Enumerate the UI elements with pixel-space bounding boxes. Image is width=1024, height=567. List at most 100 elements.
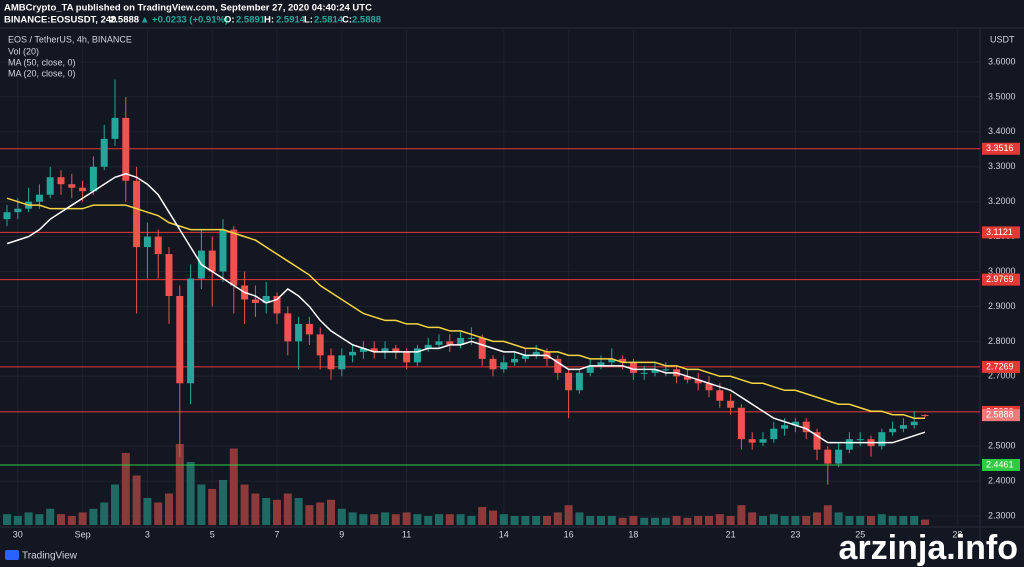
volume-bar [165, 493, 173, 525]
x-tick-label: 28 [952, 529, 962, 539]
candle-body [899, 425, 907, 429]
candle-body [284, 313, 292, 342]
volume-bar [651, 517, 659, 525]
candle-body [727, 400, 735, 408]
last: 2.5888 [110, 15, 139, 26]
candle-body [122, 117, 130, 181]
level-tag [982, 458, 1020, 471]
volume-bar [57, 514, 65, 525]
volume-bar [305, 505, 314, 525]
level-tag [982, 226, 1020, 239]
candle-body [338, 355, 346, 370]
volume-bar [737, 505, 746, 525]
x-tick-label: 25 [855, 529, 865, 539]
candle-body [262, 295, 270, 303]
volume-bar [89, 508, 98, 525]
candle-body [187, 278, 195, 384]
level-tag [982, 360, 1020, 373]
candle-body [575, 372, 583, 391]
candle-body [856, 439, 864, 441]
volume-bar [294, 498, 303, 525]
candle-body [3, 212, 11, 220]
volume-bar [489, 510, 497, 525]
x-tick-label: 3 [145, 529, 150, 539]
volume-bar [262, 498, 271, 525]
x-tick-label: 30 [13, 529, 23, 539]
volume-bar [586, 516, 595, 525]
candle-body [446, 341, 454, 345]
volume-bar [813, 512, 821, 525]
y-tick-label: 3.5000 [988, 91, 1016, 101]
y-tick-label: 2.7000 [988, 371, 1016, 381]
volume-bar [564, 505, 573, 525]
ma-line [6, 172, 926, 444]
level-label: 3.1121 [986, 227, 1013, 237]
volume-bar [607, 516, 616, 525]
level-label: 2.7269 [986, 361, 1014, 371]
volume-bar [834, 512, 843, 525]
volume-bar [445, 514, 454, 525]
candle-body [230, 229, 238, 286]
volume-bar [121, 453, 130, 525]
candle-body [413, 348, 421, 363]
volume-bar [456, 514, 465, 525]
candle-body [845, 439, 853, 450]
candle-body [662, 369, 670, 371]
volume-bar [575, 512, 584, 525]
legend-ma50: MA (50, close, 0) [8, 57, 76, 67]
candle-body [381, 348, 389, 352]
volume-bar [521, 516, 530, 525]
candle-body [305, 323, 313, 335]
level-label: 3.3516 [986, 143, 1014, 153]
candle-body [489, 358, 497, 370]
volume-bar [791, 516, 800, 525]
volume-bar [381, 512, 389, 525]
candle-body [46, 177, 54, 195]
c-label: C: [342, 15, 352, 26]
x-tick-label: 9 [339, 529, 344, 539]
volume-bar [597, 516, 605, 525]
h-label: H: [264, 15, 274, 26]
y-tick-label: 2.5000 [988, 441, 1016, 451]
y-tick-label: 2.3000 [988, 510, 1016, 520]
x-tick-label: 23 [790, 529, 800, 539]
candle-body [554, 358, 562, 373]
candle-body [424, 344, 432, 349]
candle-body [208, 250, 216, 272]
change: ▲ +0.0233 (+0.91%) [140, 15, 228, 26]
volume-bar [154, 502, 163, 525]
candle-body [295, 323, 303, 342]
x-tick-label: 14 [499, 529, 509, 539]
x-tick-label: 7 [274, 529, 279, 539]
volume-bar [273, 499, 281, 525]
volume-bar [683, 517, 692, 525]
volume-bar [143, 498, 152, 525]
c-value: 2.5888 [352, 15, 381, 26]
volume-bar [769, 514, 778, 525]
volume-bar [208, 489, 217, 525]
volume-bar [478, 507, 487, 525]
y-tick-label: 3.4000 [988, 126, 1016, 136]
volume-bar [67, 516, 76, 525]
candle-body [57, 177, 65, 185]
candle-body [705, 383, 713, 391]
volume-bar [543, 516, 551, 525]
x-tick-label: 21 [726, 529, 736, 539]
y-tick-label: 3.3000 [988, 161, 1016, 171]
volume-bar [337, 508, 346, 525]
candle-body [251, 299, 259, 303]
volume-bar [877, 514, 886, 525]
candle-body [716, 390, 724, 401]
volume-bar [3, 514, 11, 525]
volume-bar [748, 512, 757, 525]
l-value: 2.5814 [314, 15, 344, 26]
volume-bar [316, 502, 325, 525]
candle-body [219, 229, 227, 272]
symbol: BINANCE:EOSUSDT, 240 [4, 15, 116, 26]
candle-body [511, 358, 519, 363]
candle-body [133, 180, 141, 248]
volume-bar [823, 505, 832, 525]
candle-body [176, 295, 184, 384]
legend-pair: EOS / TetherUS, 4h, BINANCE [8, 34, 132, 44]
